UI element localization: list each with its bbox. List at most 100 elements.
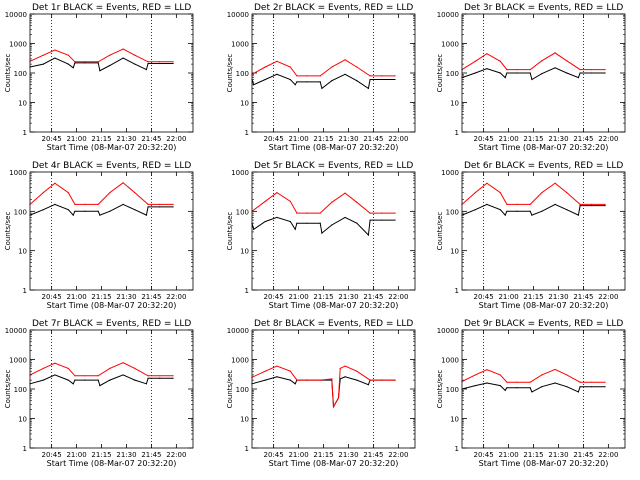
data-point-events <box>566 386 568 388</box>
x-tick-label: 21:45 <box>363 293 383 301</box>
x-tick-label: 21:00 <box>498 135 518 143</box>
data-point-events <box>145 383 148 385</box>
x-tick-label: 21:15 <box>523 293 543 301</box>
data-point-events <box>276 73 278 75</box>
data-point-events <box>504 389 506 391</box>
y-tick-label: 1000 <box>9 41 27 49</box>
y-tick-label: 10000 <box>437 327 459 335</box>
plot-frame <box>251 329 416 449</box>
data-point-lld <box>554 368 556 371</box>
series-line-events <box>461 382 605 393</box>
data-point-events <box>577 391 580 393</box>
plot-frame <box>461 13 626 133</box>
data-point-lld <box>344 59 346 61</box>
data-point-lld <box>172 203 174 206</box>
y-tick-label: 1 <box>23 129 27 137</box>
data-point-lld <box>122 182 124 184</box>
data-point-lld <box>84 61 86 63</box>
data-point-events <box>506 210 508 212</box>
data-point-lld <box>344 192 346 194</box>
data-point-events <box>577 76 580 79</box>
data-point-lld <box>319 379 321 381</box>
chart-title: Det 7r BLACK = Events, RED = LLD <box>32 319 191 329</box>
x-axis-label: Start Time (08-Mar-07 20:32:20) <box>47 301 177 310</box>
data-point-lld <box>579 203 581 206</box>
data-point-events <box>122 203 124 206</box>
x-axis-label: Start Time (08-Mar-07 20:32:20) <box>47 459 177 468</box>
data-point-events <box>109 210 111 212</box>
data-point-events <box>42 63 44 65</box>
x-tick-label: 22:00 <box>166 451 186 459</box>
x-tick-label: 21:45 <box>141 451 161 459</box>
data-point-lld <box>566 191 568 194</box>
data-point-events <box>145 69 148 71</box>
y-tick-label: 1 <box>455 129 459 137</box>
data-point-lld <box>506 69 508 71</box>
data-point-lld <box>499 374 501 376</box>
data-point-lld <box>566 374 568 376</box>
data-point-events <box>147 206 149 208</box>
data-point-events <box>516 210 518 212</box>
data-point-events <box>253 228 255 230</box>
data-point-lld <box>579 381 581 383</box>
data-point-events <box>276 216 278 219</box>
data-point-events <box>591 72 593 74</box>
x-tick-label: 21:15 <box>313 135 333 143</box>
data-point-lld <box>381 379 383 381</box>
data-point-events <box>474 385 476 387</box>
data-point-events <box>541 73 543 75</box>
data-point-events <box>604 386 606 388</box>
y-tick-label: 1000 <box>9 169 27 177</box>
series-line-events <box>461 67 605 81</box>
x-tick-label: 20:45 <box>42 293 62 301</box>
data-point-lld <box>134 54 136 56</box>
x-tick-label: 22:00 <box>388 451 408 459</box>
data-point-events <box>504 76 506 79</box>
data-point-events <box>54 374 56 376</box>
x-tick-label: 21:15 <box>91 135 111 143</box>
chart-panel: Det 8r BLACK = Events, RED = LLD 1 10 100 10… <box>226 319 416 468</box>
data-point-events <box>99 70 101 72</box>
data-point-lld <box>529 381 531 383</box>
y-tick-label: 1000 <box>231 357 249 365</box>
data-point-events <box>367 384 370 386</box>
data-point-events <box>264 78 266 81</box>
data-point-events <box>134 209 136 211</box>
data-point-events <box>499 209 501 211</box>
chart-panel: Det 9r BLACK = Events, RED = LLD 1 10 100 10… <box>436 319 626 468</box>
chart-panel: Det 5r BLACK = Events, RED = LLD 1 10 100 10… <box>226 161 416 310</box>
data-point-events <box>172 206 174 208</box>
data-point-lld <box>54 362 56 364</box>
data-point-lld <box>42 191 44 194</box>
y-axis-label: Counts/sec <box>436 54 444 93</box>
x-tick-label: 21:45 <box>363 135 383 143</box>
y-tick-label: 1000 <box>441 357 459 365</box>
x-tick-label: 21:30 <box>116 293 136 301</box>
y-tick-label: 10 <box>18 248 27 256</box>
data-point-events <box>591 204 593 207</box>
data-point-events <box>504 214 506 216</box>
series-line-lld <box>461 52 605 71</box>
data-point-lld <box>554 52 556 54</box>
x-tick-label: 20:45 <box>264 451 284 459</box>
data-point-lld <box>84 203 86 206</box>
data-point-events <box>97 62 99 64</box>
data-point-lld <box>264 66 266 68</box>
x-tick-label: 21:45 <box>573 293 593 301</box>
x-tick-label: 21:00 <box>66 451 86 459</box>
data-point-lld <box>591 381 593 383</box>
data-point-events <box>122 374 124 376</box>
data-point-lld <box>109 191 111 194</box>
x-tick-label: 21:30 <box>548 451 568 459</box>
data-point-lld <box>306 212 308 214</box>
x-axis-label: Start Time (08-Mar-07 20:32:20) <box>479 301 609 310</box>
data-point-events <box>356 222 358 224</box>
y-tick-label: 100 <box>236 386 249 394</box>
data-point-lld <box>369 379 371 381</box>
data-point-lld <box>109 54 111 56</box>
y-tick-label: 1000 <box>441 41 459 49</box>
data-point-lld <box>122 362 124 364</box>
data-point-lld <box>296 75 298 77</box>
x-tick-label: 21:00 <box>288 293 308 301</box>
data-point-lld <box>289 370 291 372</box>
